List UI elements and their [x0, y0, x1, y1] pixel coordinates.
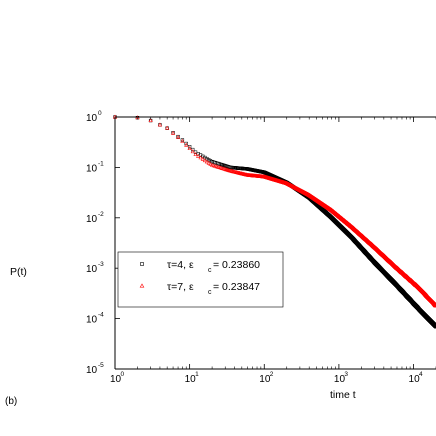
data-point: [207, 158, 210, 161]
